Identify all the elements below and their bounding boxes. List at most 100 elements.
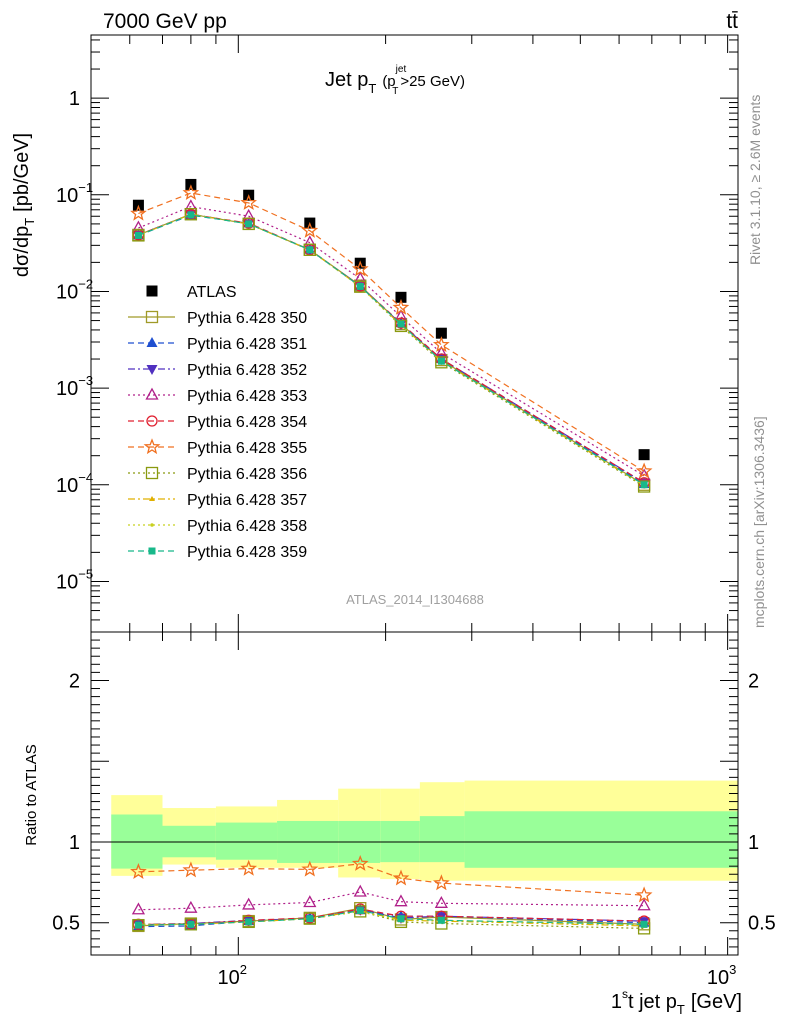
ratio-data-point [130,862,147,879]
data-point [351,260,369,277]
ratio-data-point [303,895,317,908]
ratio-data-point [434,895,448,908]
data-point [394,319,408,333]
ratio-data-point [301,860,319,877]
ratio-series-pythia-6-428-353 [131,884,651,915]
legend-marker [145,387,159,400]
y-tick-label: 10−2 [56,276,93,303]
ratio-data-point [184,900,198,913]
ratio-data-point [187,920,195,928]
y-tick-label: 10−3 [56,373,93,400]
data-point [397,320,405,328]
ratio-data-point [397,915,405,923]
legend-entry: Pythia 6.428 353 [128,387,307,405]
data-point [638,449,650,461]
data-point [182,184,200,201]
series-line [138,205,645,477]
data-point [432,336,450,353]
series-line [138,192,645,472]
ratio-data-point [392,869,410,886]
data-point [635,462,653,479]
data-point [245,220,253,228]
legend-label: Pythia 6.428 359 [187,544,307,561]
legend-marker [148,547,156,555]
y-tick-label: 1 [69,88,80,110]
legend-entry: ATLAS [146,284,237,301]
x-tick-label: 103 [707,962,736,989]
ratio-series-line [138,891,645,911]
data-point [395,291,407,303]
ratio-series-pythia-6-428-359 [134,907,648,929]
x-tick-label: 102 [218,962,247,989]
ratio-bands [91,780,738,881]
data-point [184,208,198,221]
series-line [138,214,645,486]
uncertainty-band-green [215,822,278,860]
ratio-data-point [353,884,367,897]
legend-entry: Pythia 6.428 351 [128,336,307,353]
legend-label: Pythia 6.428 353 [187,388,307,405]
ratio-series-line [138,863,645,896]
main-plot-title: Jet pT (pjet T>25 GeV) [325,64,465,97]
header-energy-label: 7000 GeV pp [103,10,227,33]
legend-label: Pythia 6.428 358 [187,518,307,535]
legend-entry: Pythia 6.428 358 [128,518,307,535]
ratio-y-tick-label-left: 0.5 [52,913,80,935]
x-axis-title: 1st jet pT [GeV] [611,987,742,1017]
ratio-series-pythia-6-428-357 [135,907,648,928]
legend-label: Pythia 6.428 351 [187,336,307,353]
series-pythia-6-428-355 [130,184,653,479]
uncertainty-band-green [464,811,738,868]
data-point [242,217,255,231]
legend-entry: Pythia 6.428 350 [128,310,307,327]
data-point [306,246,314,254]
legend-marker [145,310,159,324]
ratio-data-point [182,861,200,878]
legend-entry: Pythia 6.428 359 [128,544,307,561]
legend-label: Pythia 6.428 357 [187,492,307,509]
ratio-data-point [437,916,445,924]
legend-marker [150,523,154,527]
ratio-data-point [433,874,450,891]
ratio-data-point [131,902,146,915]
axis-ticks: 102 103 1 10−1 10−2 10−3 10−4 10−5 0.5 0.5 1 1 2 2 [52,35,776,989]
ratio-data-point [394,894,408,907]
data-point [435,327,447,339]
ratio-data-point [245,918,253,926]
ratio-y-axis-title: Ratio to ATLAS [23,744,40,845]
uncertainty-band-green [419,816,465,863]
data-point [134,231,142,239]
legend-marker [149,496,155,501]
legend-entry: Pythia 6.428 355 [128,438,307,457]
rivet-version-label: Rivet 3.1.10, ≥ 2.6M events [747,95,763,265]
header-process-label: tt̄ [726,10,738,33]
legend-marker [146,285,158,297]
y-tick-label: 10−1 [56,180,93,207]
series-layer [130,178,653,935]
data-point [437,357,445,365]
data-point [187,211,195,219]
data-point [303,243,316,256]
data-point [184,199,198,212]
legend-marker [146,365,158,375]
data-point [435,356,448,369]
data-point [131,220,146,233]
data-point [242,208,256,221]
series-line [138,213,645,486]
analysis-tag: ATLAS_2014_I1304688 [346,592,484,607]
ratio-y-tick-label-left: 1 [69,832,80,854]
data-point [637,468,651,481]
main-y-axis-title: dσ/dpT[pb/GeV] [11,133,37,277]
ratio-y-tick-label-left: 2 [69,670,80,692]
ratio-data-point [635,886,653,903]
ratio-data-point [356,907,364,915]
legend-marker [145,466,159,480]
series-pythia-6-428-359 [134,211,648,489]
legend-entry: Pythia 6.428 356 [128,466,307,483]
ratio-y-tick-label-right: 1 [748,832,759,854]
data-point [392,298,410,315]
legend-label: Pythia 6.428 355 [187,440,307,457]
legend-marker [143,438,161,455]
legend: ATLAS Pythia 6.428 350 Pythia 6.428 351 Pyt… [128,284,307,561]
legend-marker [146,337,158,347]
